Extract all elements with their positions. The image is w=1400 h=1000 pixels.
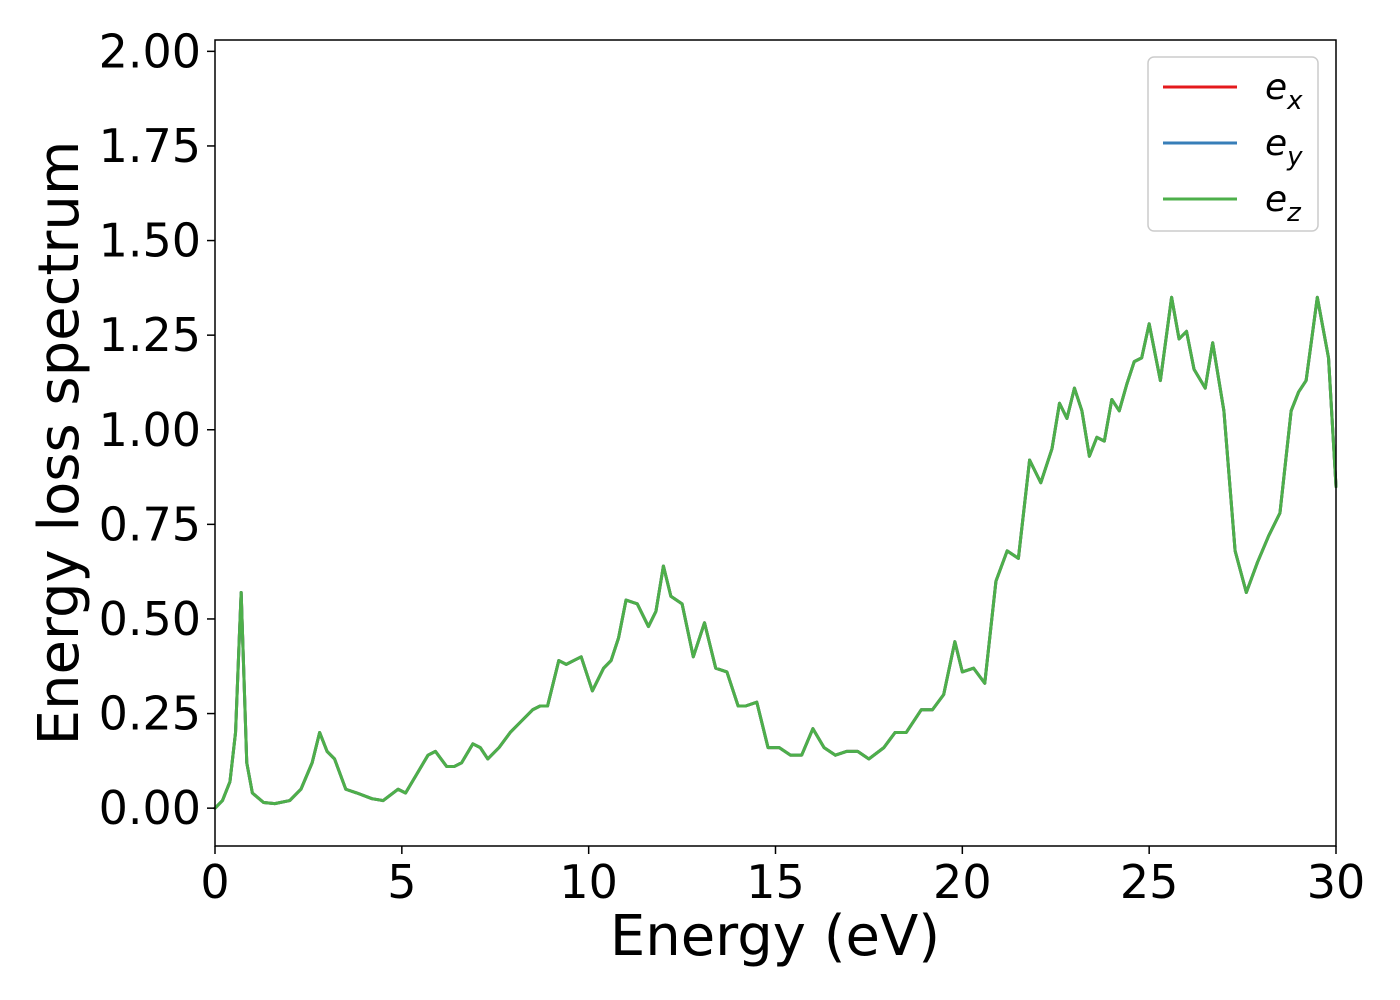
y-tick-label: 0.75 — [99, 497, 201, 551]
legend-label-ez: ez — [1265, 179, 1302, 228]
y-tick-label: 1.25 — [99, 308, 201, 362]
x-tick-label: 20 — [933, 855, 992, 909]
x-axis: 0 5 10 15 20 25 30 — [200, 846, 1365, 909]
y-tick-label: 2.00 — [99, 24, 201, 78]
y-tick-label: 0.50 — [99, 592, 201, 646]
x-tick-label: 10 — [559, 855, 618, 909]
y-tick-label: 1.75 — [99, 119, 201, 173]
legend-label-ex: ex — [1265, 67, 1303, 116]
x-tick-label: 15 — [746, 855, 805, 909]
y-tick-label: 1.50 — [99, 214, 201, 268]
x-tick-label: 25 — [1120, 855, 1179, 909]
y-tick-label: 0.00 — [99, 781, 201, 835]
x-tick-label: 5 — [387, 855, 416, 909]
series-line-ez — [213, 295, 1338, 810]
y-tick-label: 1.00 — [99, 403, 201, 457]
series-layer — [213, 295, 1338, 810]
x-tick-label: 0 — [200, 855, 229, 909]
y-axis-label: Energy loss spectrum — [27, 141, 92, 746]
legend-label-ey: ey — [1265, 123, 1303, 172]
y-tick-label: 0.25 — [99, 687, 201, 741]
legend: ex ey ez — [1147, 56, 1319, 232]
x-axis-label: Energy (eV) — [610, 904, 940, 969]
y-axis: 0.00 0.25 0.50 0.75 1.00 1.25 1.50 1.75 2.00 — [99, 24, 215, 835]
x-tick-label: 30 — [1307, 855, 1366, 909]
